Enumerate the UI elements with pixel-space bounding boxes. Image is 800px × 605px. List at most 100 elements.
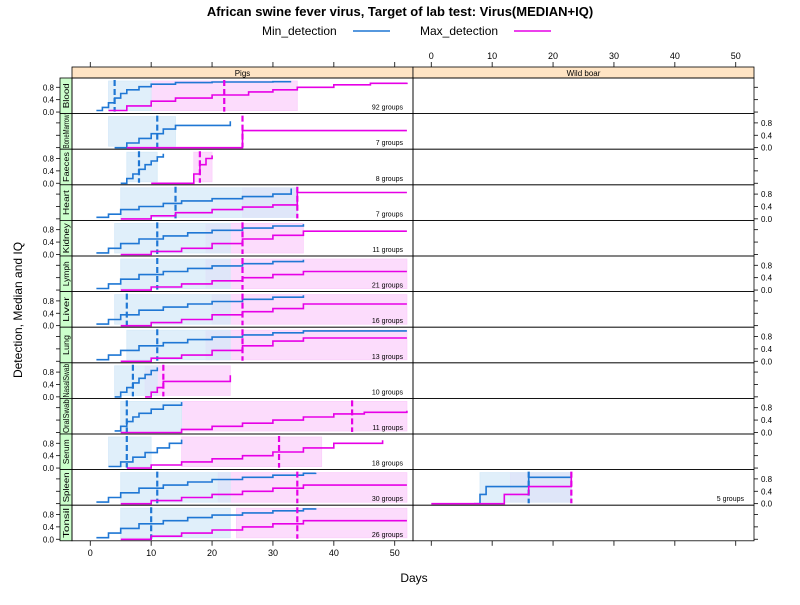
min-detection-line — [96, 330, 407, 361]
min-iq-band — [120, 400, 183, 432]
panel-frame — [412, 291, 755, 328]
tissue-strip-label: BoneMarrow — [62, 114, 71, 148]
groups-count-label: 11 groups — [372, 425, 403, 432]
tissue-strip-label: NasalSwab — [62, 363, 71, 397]
plot-area: 92 groups 7 groups 8 groups 7 groups 11 grou… — [96, 80, 745, 541]
x-tick-label: 0 — [429, 51, 434, 61]
min-detection-line — [96, 508, 317, 539]
x-axis-label: Days — [400, 571, 427, 585]
tissue-strip-label: Serum — [62, 439, 71, 464]
y-tick-label: 0.0 — [43, 464, 55, 473]
min-detection-line — [120, 153, 165, 185]
y-axis-label: Detection, Median and IQ — [11, 242, 25, 378]
y-tick-label: 0.0 — [43, 393, 55, 402]
tissue-strip-label: Tonsil — [62, 508, 71, 538]
panel-frame — [412, 77, 755, 114]
groups-count-label: 11 groups — [372, 247, 403, 254]
y-tick-label: 0.0 — [761, 286, 773, 295]
min-detection-line — [96, 224, 305, 254]
panel-frames: Pigs Wild boar Blood BoneMarrow Faeces Heart K… — [59, 66, 755, 542]
y-tick-label: 0.4 — [761, 274, 773, 283]
y-tick-label: 0.4 — [43, 238, 55, 247]
max-detection-line — [120, 519, 407, 541]
groups-count-label: 10 groups — [372, 389, 404, 396]
groups-count-label: 21 groups — [372, 283, 404, 290]
legend: Min_detection Max_detection — [262, 24, 551, 38]
min-iq-band — [120, 258, 231, 290]
panel-frame — [412, 255, 755, 292]
min-detection-line — [96, 295, 305, 325]
min-iq-band — [114, 294, 231, 325]
min-detection-line — [96, 472, 317, 503]
groups-count-label: 7 groups — [376, 211, 404, 218]
max-detection-line — [120, 191, 407, 220]
panel-frame — [412, 326, 755, 364]
tissue-strip-label: Heart — [62, 189, 71, 215]
tissue-strip-label: Spleen — [62, 472, 71, 502]
x-tick-label: 0 — [88, 548, 93, 558]
max-detection-line — [120, 230, 407, 256]
y-tick-label: 0.8 — [761, 332, 773, 341]
y-tick-label: 0.8 — [761, 475, 773, 484]
max-iq-band — [205, 258, 408, 290]
x-tick-label: 50 — [731, 51, 741, 61]
y-tick-label: 0.8 — [43, 368, 55, 377]
y-tick-label: 0.4 — [761, 202, 773, 211]
groups-count-label: 18 groups — [372, 461, 404, 468]
x-tick-label: 10 — [146, 548, 156, 558]
groups-count-label: 13 groups — [372, 354, 404, 361]
y-tick-label: 0.8 — [43, 154, 55, 163]
legend-label-min: Min_detection — [262, 24, 337, 38]
panel-frame — [412, 362, 755, 399]
y-tick-label: 0.0 — [43, 250, 55, 259]
legend-label-max: Max_detection — [420, 24, 498, 38]
min-detection-line — [114, 367, 159, 398]
groups-count-label: 30 groups — [372, 496, 404, 503]
x-tick-label: 30 — [609, 51, 619, 61]
max-detection-line — [120, 410, 408, 434]
y-tick-label: 0.4 — [761, 416, 773, 425]
groups-count-label: 8 groups — [376, 176, 404, 183]
y-tick-label: 0.8 — [761, 119, 773, 128]
groups-count-label: 5 groups — [717, 496, 745, 503]
column-strip-label: Wild boar — [567, 69, 601, 78]
panel-frame — [412, 433, 755, 470]
y-tick-label: 0.0 — [761, 144, 773, 153]
chart-title: African swine fever virus, Target of lab… — [207, 4, 593, 19]
x-tick-label: 20 — [548, 51, 558, 61]
tissue-strip-label: Kidney — [62, 223, 71, 253]
groups-count-label: 7 groups — [376, 140, 404, 147]
tissue-strip-label: Lung — [62, 335, 71, 355]
groups-count-label: 92 groups — [372, 105, 404, 112]
panel-frame — [412, 469, 755, 506]
panel-frame — [412, 113, 755, 150]
min-detection-line — [96, 188, 292, 219]
x-tick-label: 20 — [207, 548, 217, 558]
y-tick-label: 0.0 — [43, 108, 55, 117]
y-tick-label: 0.0 — [761, 428, 773, 437]
tissue-strip-label: Blood — [62, 83, 71, 108]
y-tick-label: 0.4 — [761, 345, 773, 354]
tissue-strip-label: Faeces — [62, 152, 71, 182]
y-tick-label: 0.4 — [43, 167, 55, 176]
y-tick-label: 0.4 — [761, 131, 773, 140]
panel-frame — [412, 219, 755, 257]
y-tick-label: 0.0 — [43, 535, 55, 544]
y-tick-label: 0.4 — [43, 96, 55, 105]
panel-frame — [412, 397, 755, 435]
x-tick-label: 40 — [329, 548, 339, 558]
y-tick-label: 0.8 — [43, 226, 55, 235]
min-detection-line — [108, 439, 183, 468]
panel-frame — [71, 148, 414, 186]
min-iq-band — [120, 472, 231, 503]
max-iq-band — [193, 151, 213, 183]
min-iq-band — [126, 151, 158, 183]
x-tick-label: 40 — [670, 51, 680, 61]
min-iq-band — [120, 507, 231, 539]
y-tick-label: 0.8 — [43, 297, 55, 306]
x-tick-label: 30 — [268, 548, 278, 558]
max-detection-line — [145, 375, 232, 398]
y-tick-label: 0.8 — [43, 510, 55, 519]
panel-frame — [412, 504, 755, 542]
max-detection-line — [120, 337, 407, 363]
